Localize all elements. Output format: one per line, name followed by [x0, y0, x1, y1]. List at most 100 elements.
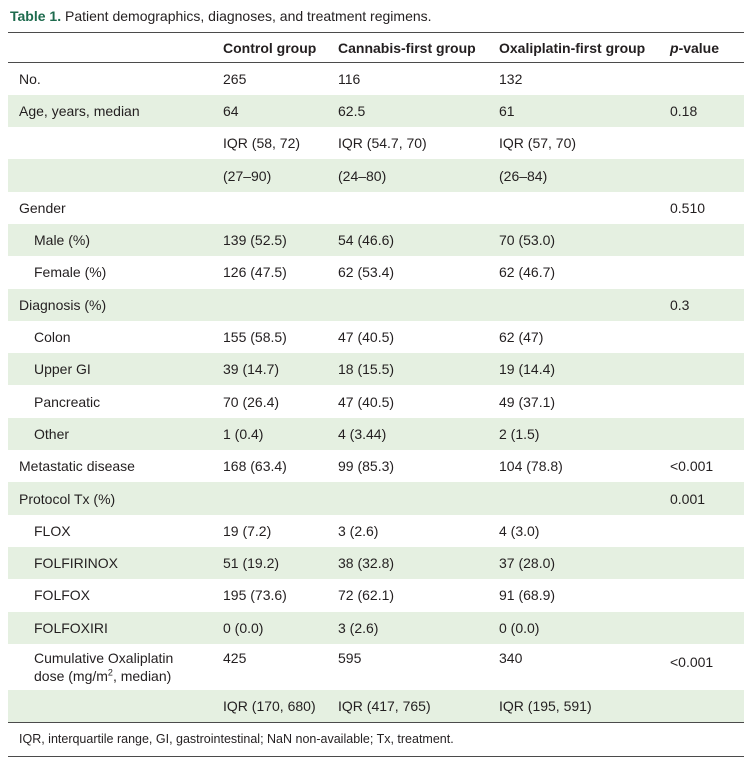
table-row: Pancreatic 70 (26.4) 47 (40.5) 49 (37.1) — [8, 385, 744, 417]
cell-cannabis: IQR (417, 765) — [338, 697, 431, 714]
cell-cannabis — [327, 289, 488, 321]
cell-p-value — [659, 256, 744, 288]
cell-oxaliplatin: 62 (47) — [499, 329, 544, 346]
row-label-line2-post: , median) — [112, 667, 172, 684]
cell-cannabis: 116 — [338, 70, 361, 87]
row-label: Cumulative Oxaliplatin dose (mg/m2, media… — [8, 644, 212, 690]
cell-oxaliplatin: 4 (3.0) — [499, 522, 540, 539]
cell-control: 19 (7.2) — [223, 522, 272, 539]
cell-control — [212, 192, 327, 224]
cell-cannabis: 47 (40.5) — [338, 329, 395, 346]
cell-control: 168 (63.4) — [223, 458, 287, 475]
row-label: FOLFOXIRI — [34, 619, 108, 636]
cell-cannabis — [327, 482, 488, 514]
cell-cannabis: 38 (32.8) — [338, 555, 395, 572]
header-oxaliplatin-first-group: Oxaliplatin-first group — [499, 39, 646, 56]
table-row: FOLFIRINOX 51 (19.2) 38 (32.8) 37 (28.0) — [8, 546, 744, 580]
row-label: Diagnosis (%) — [19, 296, 107, 313]
cell-control: 70 (26.4) — [223, 393, 280, 410]
cell-oxaliplatin: 2 (1.5) — [499, 425, 540, 442]
cell-cannabis: 54 (46.6) — [338, 232, 395, 249]
table-row: Metastatic disease 168 (63.4) 99 (85.3) … — [8, 450, 744, 482]
row-label: Other — [34, 425, 70, 442]
cell-cannabis: 99 (85.3) — [338, 458, 395, 475]
header-p-suffix: -value — [678, 39, 720, 56]
row-label-line1: Cumulative Oxaliplatin — [34, 649, 174, 666]
table-row: (27–90) (24–80) (26–84) — [8, 159, 744, 192]
table-caption-text: Patient demographics, diagnoses, and tre… — [64, 8, 432, 24]
cell-p-value: <0.001 — [670, 458, 714, 475]
table-row: FLOX 19 (7.2) 3 (2.6) 4 (3.0) — [8, 515, 744, 547]
cell-cannabis: 3 (2.6) — [338, 522, 379, 539]
table-row: IQR (58, 72) IQR (54.7, 70) IQR (57, 70) — [8, 127, 744, 159]
cell-p-value — [659, 127, 744, 159]
row-label: Female (%) — [34, 264, 107, 281]
row-label: Pancreatic — [34, 393, 101, 410]
cell-oxaliplatin: 91 (68.9) — [499, 587, 556, 604]
cell-control: 64 — [223, 102, 239, 119]
cell-control: 425 — [223, 649, 247, 666]
cell-control: 265 — [223, 70, 247, 87]
table-row: Colon 155 (58.5) 47 (40.5) 62 (47) — [8, 321, 744, 353]
table-container: Control group Cannabis-first group Oxali… — [8, 32, 744, 757]
header-control-group: Control group — [223, 39, 317, 56]
cell-cannabis: 62 (53.4) — [338, 264, 395, 281]
table-row: No. 265 116 132 — [8, 63, 744, 95]
table-header-row: Control group Cannabis-first group Oxali… — [8, 33, 744, 63]
cell-control: (27–90) — [223, 167, 272, 184]
row-label: FOLFOX — [34, 587, 91, 604]
table-row: Male (%) 139 (52.5) 54 (46.6) 70 (53.0) — [8, 223, 744, 257]
table-row: Female (%) 126 (47.5) 62 (53.4) 62 (46.7… — [8, 256, 744, 288]
cell-oxaliplatin: 19 (14.4) — [499, 361, 556, 378]
table-row: Age, years, median 64 62.5 61 0.18 — [8, 94, 744, 128]
cell-cannabis: IQR (54.7, 70) — [338, 135, 427, 152]
cell-p-value — [659, 385, 744, 417]
row-label — [8, 690, 212, 722]
cell-control: 39 (14.7) — [223, 361, 280, 378]
cell-p-value: <0.001 — [670, 653, 714, 670]
cell-control: 139 (52.5) — [223, 232, 287, 249]
cell-p-value: 0.3 — [670, 296, 690, 313]
row-label: FOLFIRINOX — [34, 555, 119, 572]
cell-cannabis: 62.5 — [338, 102, 366, 119]
cell-control: IQR (58, 72) — [223, 135, 301, 152]
cell-control: 195 (73.6) — [223, 587, 287, 604]
cell-control — [212, 289, 327, 321]
row-label: Metastatic disease — [19, 458, 135, 475]
row-label: Age, years, median — [19, 102, 140, 119]
cell-oxaliplatin: 70 (53.0) — [499, 232, 556, 249]
row-label: Male (%) — [34, 232, 91, 249]
cell-oxaliplatin: IQR (195, 591) — [499, 697, 592, 714]
row-label: Upper GI — [34, 361, 91, 378]
cell-oxaliplatin: 132 — [499, 70, 523, 87]
cell-p-value — [659, 612, 744, 644]
cell-control: 1 (0.4) — [223, 425, 264, 442]
table-row: FOLFOXIRI 0 (0.0) 3 (2.6) 0 (0.0) — [8, 611, 744, 644]
row-label: No. — [19, 70, 41, 87]
table-row: Other 1 (0.4) 4 (3.44) 2 (1.5) — [8, 417, 744, 451]
row-label: Gender — [19, 199, 66, 216]
cell-p-value — [659, 63, 744, 95]
row-label — [8, 127, 212, 159]
cell-oxaliplatin — [488, 289, 659, 321]
cell-cannabis — [327, 192, 488, 224]
cell-control: 51 (19.2) — [223, 555, 280, 572]
table-row: Gender 0.510 — [8, 192, 744, 224]
cell-control: 155 (58.5) — [223, 329, 287, 346]
cell-cannabis: 47 (40.5) — [338, 393, 395, 410]
row-label: FLOX — [34, 522, 71, 539]
table-row: Upper GI 39 (14.7) 18 (15.5) 19 (14.4) — [8, 353, 744, 386]
table-row: IQR (170, 680) IQR (417, 765) IQR (195, … — [8, 689, 744, 723]
cell-oxaliplatin: (26–84) — [499, 167, 548, 184]
row-label: Colon — [34, 329, 71, 346]
cell-oxaliplatin: 49 (37.1) — [499, 393, 556, 410]
footnote-row: IQR, interquartile range, GI, gastrointe… — [8, 722, 744, 756]
header-cannabis-first-group: Cannabis-first group — [338, 39, 476, 56]
cell-oxaliplatin: 0 (0.0) — [499, 619, 540, 636]
row-label-superscript: 2 — [107, 667, 113, 678]
cell-oxaliplatin — [488, 482, 659, 514]
cell-p-value — [659, 418, 744, 450]
cell-oxaliplatin — [488, 192, 659, 224]
row-label-line2-pre: dose (mg/m — [34, 667, 108, 684]
cell-control: IQR (170, 680) — [223, 697, 316, 714]
